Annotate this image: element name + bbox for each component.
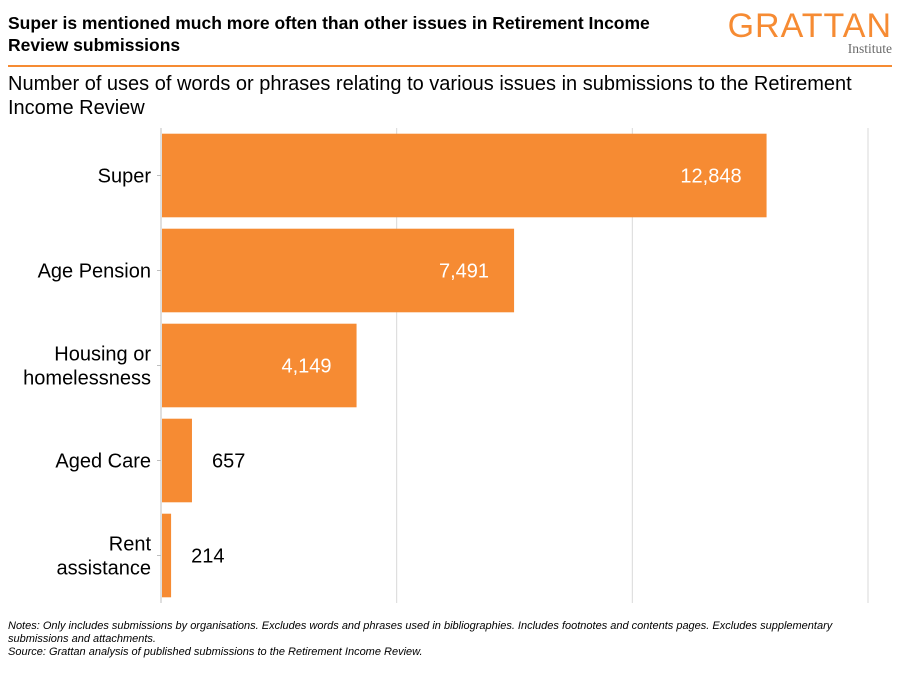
logo-wordmark: GRATTAN <box>727 7 892 45</box>
category-label: Rent assistance <box>57 534 152 580</box>
grattan-logo: GRATTAN Institute <box>728 8 892 56</box>
category-label: Age Pension <box>38 261 151 283</box>
category-label: Housing or homelessness <box>23 344 151 390</box>
bar <box>162 228 515 313</box>
bar <box>162 513 172 598</box>
chart-notes: Notes: Only includes submissions by orga… <box>8 620 888 659</box>
value-label: 657 <box>212 451 245 473</box>
bar <box>162 323 357 408</box>
category-label: Super <box>98 166 152 188</box>
value-label: 214 <box>191 546 224 568</box>
logo-subtext: Institute <box>847 41 892 56</box>
value-label: 12,848 <box>680 166 741 188</box>
chart-subtitle: Number of uses of words or phrases relat… <box>8 73 852 119</box>
bar <box>162 418 192 503</box>
category-label: Aged Care <box>55 451 151 473</box>
header-rule <box>8 65 892 67</box>
chart-title: Super is mentioned much more often than … <box>8 13 650 55</box>
value-label: 4,149 <box>281 356 331 378</box>
notes-text: Notes: Only includes submissions by orga… <box>8 620 833 645</box>
value-label: 7,491 <box>439 261 489 283</box>
source-text: Source: Grattan analysis of published su… <box>8 646 423 658</box>
bar <box>162 133 767 218</box>
